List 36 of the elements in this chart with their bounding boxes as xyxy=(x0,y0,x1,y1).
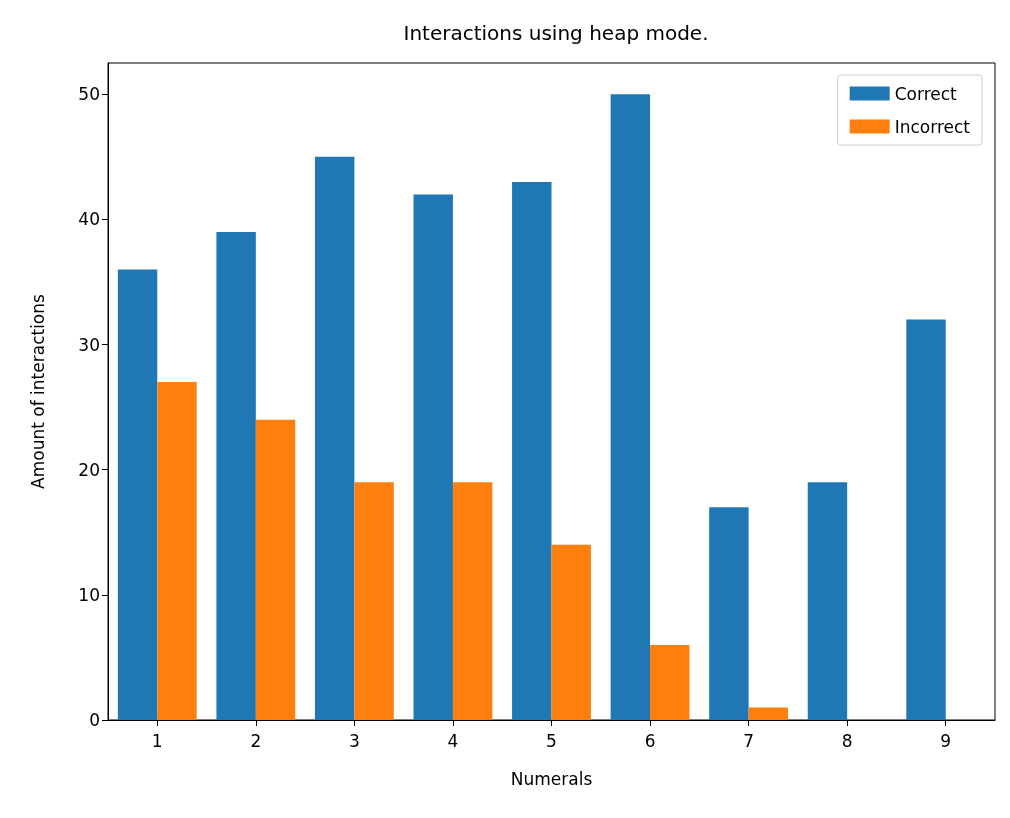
x-tick-label: 9 xyxy=(940,730,952,751)
legend-label: Correct xyxy=(894,83,958,104)
x-tick-label: 3 xyxy=(348,730,360,751)
y-tick-label: 20 xyxy=(78,459,100,480)
bar xyxy=(452,482,493,720)
bar xyxy=(255,419,296,720)
bar xyxy=(650,644,690,720)
bar xyxy=(354,482,394,720)
y-tick-label: 10 xyxy=(78,584,100,605)
y-tick-label: 30 xyxy=(78,334,100,355)
x-axis-title: Numerals xyxy=(510,768,593,789)
x-tick-label: 5 xyxy=(546,730,557,751)
bar xyxy=(117,269,158,720)
x-tick-label: 8 xyxy=(841,730,853,751)
x-tick-label: 1 xyxy=(151,730,163,751)
bar xyxy=(512,181,552,720)
y-tick-label: 40 xyxy=(78,209,100,230)
bar xyxy=(709,507,749,720)
bar xyxy=(906,319,946,720)
y-axis-title: Amount of interactions xyxy=(27,293,48,489)
bar xyxy=(157,382,197,720)
bar xyxy=(610,94,651,720)
y-tick-label: 0 xyxy=(89,710,100,730)
bar xyxy=(748,707,789,720)
bar xyxy=(551,544,591,720)
y-tick-label: 50 xyxy=(78,84,100,105)
bar xyxy=(314,156,355,720)
chart-title: Interactions using heap mode. xyxy=(403,21,709,45)
bar xyxy=(807,482,848,720)
legend-label: Incorrect xyxy=(894,116,971,137)
x-tick-label: 4 xyxy=(447,730,459,751)
bar xyxy=(216,231,256,720)
bar xyxy=(413,194,453,720)
x-tick-label: 7 xyxy=(743,730,755,751)
x-tick-label: 2 xyxy=(250,730,262,751)
x-tick-label: 6 xyxy=(644,730,656,751)
